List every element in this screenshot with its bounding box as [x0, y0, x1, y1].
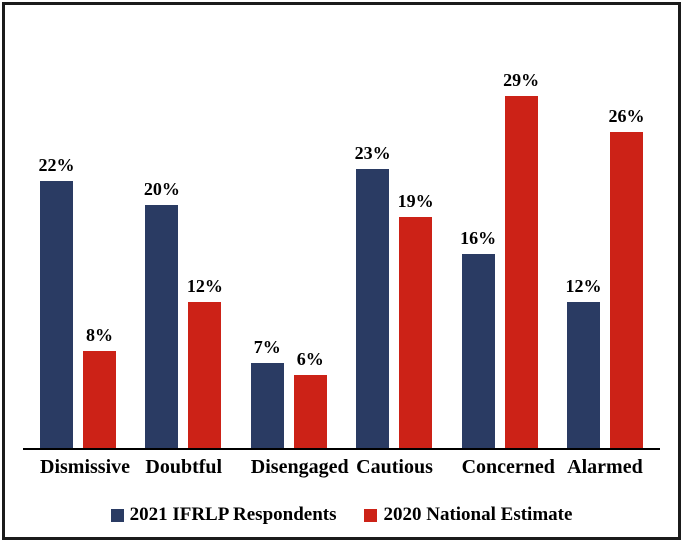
- legend-swatch-navy: [110, 508, 124, 522]
- legend: 2021 IFRLP Respondents 2020 National Est…: [5, 504, 678, 526]
- category-label: Dismissive: [40, 456, 130, 478]
- bar-group: 7% 6%: [250, 337, 327, 448]
- bar-value-label: 7%: [253, 336, 281, 357]
- bar: 12%: [187, 276, 223, 448]
- bar: 7%: [250, 337, 284, 448]
- bar-group: 22% 8%: [39, 155, 116, 448]
- bar-value-label: 6%: [296, 349, 324, 370]
- bar-value-label: 16%: [460, 227, 497, 248]
- bar-value-label: 12%: [186, 276, 223, 297]
- bar-group: 23% 19%: [355, 143, 434, 448]
- bar: 6%: [293, 349, 327, 448]
- bar: 16%: [460, 228, 496, 448]
- category-label: Alarmed: [567, 456, 643, 478]
- bar: 29%: [503, 70, 539, 448]
- legend-label: 2021 IFRLP Respondents: [129, 504, 337, 525]
- x-axis-line: [23, 448, 660, 450]
- bar: 20%: [144, 179, 180, 448]
- bar: 22%: [39, 155, 75, 448]
- bar-value-label: 26%: [608, 106, 645, 127]
- bar-value-label: 12%: [565, 276, 602, 297]
- bar-group: 12% 26%: [565, 106, 644, 448]
- plot-area: 22% 8% 20% 12% 7% 6% 23% 19% 16% 29% 12% 26%: [23, 5, 660, 448]
- bar-value-label: 20%: [143, 179, 180, 199]
- x-axis-labels: Dismissive Doubtful Disengaged Cautious Conc…: [23, 456, 660, 479]
- bar: 8%: [83, 325, 116, 448]
- category-label: Cautious: [356, 456, 433, 478]
- bar-value-label: 29%: [503, 69, 540, 90]
- bar-value-label: 23%: [354, 142, 391, 163]
- category-label: Disengaged: [250, 456, 349, 478]
- category-label: Concerned: [461, 456, 555, 478]
- legend-item-2021-ifrlp: 2021 IFRLP Respondents: [110, 504, 337, 526]
- bar: 26%: [608, 106, 644, 448]
- bar: 19%: [398, 191, 434, 448]
- bar-value-label: 8%: [86, 324, 113, 345]
- legend-swatch-red: [364, 508, 378, 522]
- bar-group: 20% 12%: [144, 179, 223, 448]
- bar-value-label: 22%: [38, 154, 75, 175]
- bar: 12%: [565, 276, 601, 448]
- bar-value-label: 19%: [397, 191, 434, 212]
- bar-group: 16% 29%: [460, 70, 539, 448]
- category-label: Doubtful: [145, 456, 223, 478]
- legend-item-2020-national: 2020 National Estimate: [364, 504, 572, 526]
- legend-label: 2020 National Estimate: [383, 504, 573, 525]
- bar: 23%: [355, 143, 391, 448]
